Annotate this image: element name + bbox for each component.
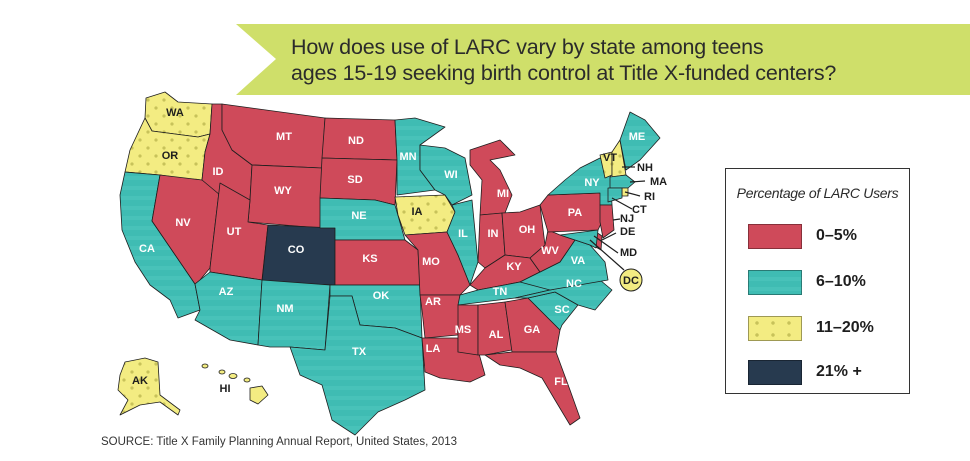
svg-text:MS: MS — [455, 324, 472, 336]
state-TX[interactable] — [289, 295, 426, 436]
svg-text:LA: LA — [426, 343, 441, 355]
svg-text:KS: KS — [362, 253, 377, 265]
svg-text:DC: DC — [623, 275, 639, 287]
svg-text:OK: OK — [373, 290, 390, 302]
svg-text:DE: DE — [620, 226, 635, 238]
svg-text:GA: GA — [524, 324, 541, 336]
legend-label: 6–10% — [816, 273, 866, 290]
svg-text:AR: AR — [425, 296, 441, 308]
svg-text:NV: NV — [175, 217, 191, 229]
state-IA[interactable] — [394, 194, 456, 236]
state-MS[interactable] — [457, 304, 479, 356]
callout-lines — [589, 166, 646, 271]
state-HI[interactable] — [201, 363, 269, 405]
legend-item-0-5: 0–5% — [748, 223, 857, 249]
svg-text:RI: RI — [644, 191, 655, 203]
state-MD[interactable] — [559, 229, 599, 249]
state-FL[interactable] — [484, 351, 581, 426]
state-NM[interactable] — [257, 279, 331, 351]
svg-text:MN: MN — [399, 151, 416, 163]
svg-text:NE: NE — [351, 210, 366, 222]
svg-text:NC: NC — [566, 278, 582, 290]
state-MA[interactable] — [609, 174, 636, 189]
svg-text:NH: NH — [637, 162, 653, 174]
state-AZ[interactable] — [194, 271, 263, 346]
svg-text:WY: WY — [274, 185, 292, 197]
svg-text:AL: AL — [489, 329, 504, 341]
state-AL[interactable] — [477, 301, 513, 356]
state-AK[interactable] — [117, 357, 181, 416]
svg-text:VA: VA — [571, 255, 586, 267]
svg-text:WA: WA — [166, 107, 184, 119]
map-title-line-1: How does use of LARC vary by state among… — [291, 35, 764, 59]
svg-text:FL: FL — [554, 376, 568, 388]
svg-text:UT: UT — [227, 226, 242, 238]
legend-item-6-10: 6–10% — [748, 269, 866, 295]
swatch-navy — [748, 359, 802, 385]
svg-text:CT: CT — [632, 204, 647, 216]
svg-text:MD: MD — [620, 247, 637, 259]
svg-text:IN: IN — [488, 228, 499, 240]
svg-text:CO: CO — [288, 244, 305, 256]
map-title: How does use of LARC vary by state among… — [291, 34, 836, 86]
svg-text:SC: SC — [554, 304, 569, 316]
svg-text:TN: TN — [493, 286, 508, 298]
legend-label: 11–20% — [816, 319, 874, 336]
svg-text:TX: TX — [352, 346, 367, 358]
svg-text:NJ: NJ — [620, 213, 634, 225]
state-labels: WA OR CA NV ID MT WY UT CO AZ NM ND SD N… — [132, 107, 667, 395]
svg-text:MT: MT — [276, 131, 292, 143]
svg-text:IL: IL — [458, 228, 468, 240]
svg-text:HI: HI — [220, 383, 231, 395]
state-ME[interactable] — [619, 111, 661, 171]
legend-label: 21% + — [816, 363, 862, 380]
swatch-yellow-dotted — [748, 315, 802, 341]
state-GA[interactable] — [504, 297, 561, 353]
svg-text:PA: PA — [568, 207, 583, 219]
svg-text:AZ: AZ — [219, 286, 234, 298]
state-AR[interactable] — [419, 294, 461, 339]
svg-text:WI: WI — [444, 169, 457, 181]
svg-text:MI: MI — [497, 188, 509, 200]
svg-text:SD: SD — [347, 174, 362, 186]
state-NJ[interactable] — [599, 204, 615, 239]
svg-text:VT: VT — [603, 152, 617, 164]
state-IL[interactable] — [446, 199, 479, 286]
legend-title: Percentage of LARC Users — [736, 185, 899, 201]
legend: Percentage of LARC Users 0–5% 6–10% 11–2… — [725, 168, 910, 394]
title-banner: How does use of LARC vary by state among… — [236, 24, 970, 95]
legend-item-11-20: 11–20% — [748, 315, 874, 341]
svg-text:IA: IA — [412, 206, 423, 218]
legend-item-21-plus: 21% + — [748, 359, 862, 385]
svg-text:CA: CA — [139, 243, 155, 255]
us-choropleth-map: WA OR CA NV ID MT WY UT CO AZ NM ND SD N… — [117, 91, 667, 436]
swatch-teal — [748, 269, 802, 295]
svg-text:NM: NM — [276, 303, 293, 315]
svg-text:MA: MA — [650, 176, 667, 188]
svg-text:ME: ME — [629, 131, 646, 143]
legend-label: 0–5% — [816, 227, 857, 244]
svg-text:AK: AK — [132, 375, 148, 387]
source-note: SOURCE: Title X Family Planning Annual R… — [101, 436, 458, 448]
svg-text:WV: WV — [541, 245, 559, 257]
svg-text:MO: MO — [422, 256, 440, 268]
state-CT[interactable] — [607, 187, 623, 203]
svg-text:OH: OH — [519, 224, 536, 236]
swatch-red — [748, 223, 802, 249]
svg-text:NY: NY — [584, 177, 600, 189]
svg-text:OR: OR — [162, 150, 179, 162]
svg-text:KY: KY — [506, 261, 522, 273]
svg-text:ND: ND — [348, 135, 364, 147]
svg-text:ID: ID — [213, 166, 224, 178]
state-MI[interactable] — [469, 139, 516, 216]
banner-ribbon-shape — [236, 24, 970, 95]
state-WY[interactable] — [247, 164, 323, 229]
map-title-line-2: ages 15-19 seeking birth control at Titl… — [291, 61, 837, 85]
dc-callout-circle[interactable] — [619, 268, 643, 292]
